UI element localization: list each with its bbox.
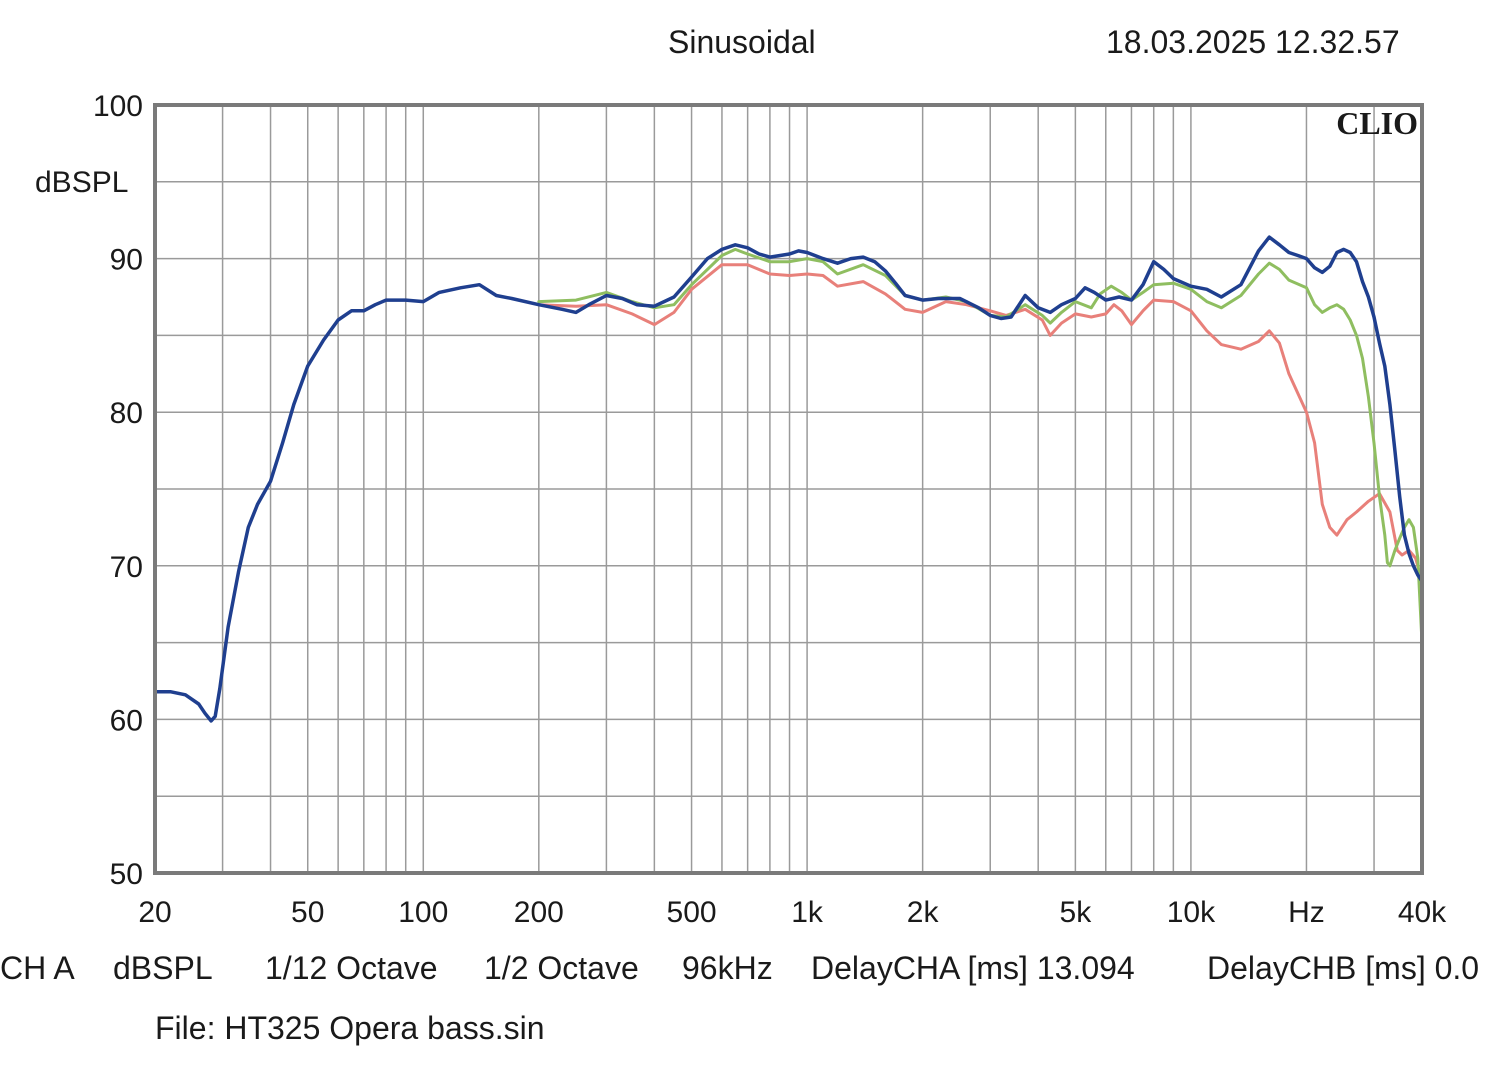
response-curve [537,247,1424,645]
x-tick-label: Hz [1288,896,1325,929]
x-tick-label: 1k [791,896,824,929]
y-axis-ticks: 50 60 70 80 90 100 [93,90,143,891]
y-axis-label: dBSPL [35,166,128,199]
y-tick-label: 90 [110,244,143,277]
response-curve [153,235,1424,723]
y-tick-label: 80 [110,397,143,430]
resolution-label: 1/2 Octave [484,950,639,986]
delay-cha-label: DelayCHA [ms] 13.094 [811,950,1135,986]
x-tick-label: 20 [138,896,171,929]
series-layer [153,235,1424,723]
x-tick-label: 40k [1398,896,1447,929]
y-tick-label: 70 [110,551,143,584]
y-tick-label: 50 [110,858,143,891]
y-tick-label: 100 [93,90,143,123]
chart-title: Sinusoidal [668,24,816,60]
x-tick-label: 2k [907,896,940,929]
x-tick-label: 500 [667,896,717,929]
x-tick-label: 10k [1167,896,1216,929]
x-tick-label: 5k [1060,896,1093,929]
file-name-label: File: HT325 Opera bass.sin [155,1010,545,1046]
response-curve [537,263,1424,583]
grid-layer [155,105,1422,873]
unit-label: dBSPL [113,950,213,986]
x-tick-label: 100 [398,896,448,929]
x-tick-label: 50 [291,896,324,929]
delay-chb-label: DelayCHB [ms] 0.0 [1207,950,1480,986]
y-tick-label: 60 [110,704,143,737]
smoothing-label: 1/12 Octave [265,950,438,986]
channel-label: CH A [0,950,75,986]
x-tick-label: 200 [514,896,564,929]
clio-logo: CLIO [1336,105,1418,141]
plot-frame [153,103,1424,875]
sample-rate-label: 96kHz [682,950,773,986]
x-axis-ticks: 20 50 100 200 500 1k 2k 5k 10k Hz 40k [138,896,1447,929]
measurement-timestamp: 18.03.2025 12.32.57 [1106,24,1400,60]
